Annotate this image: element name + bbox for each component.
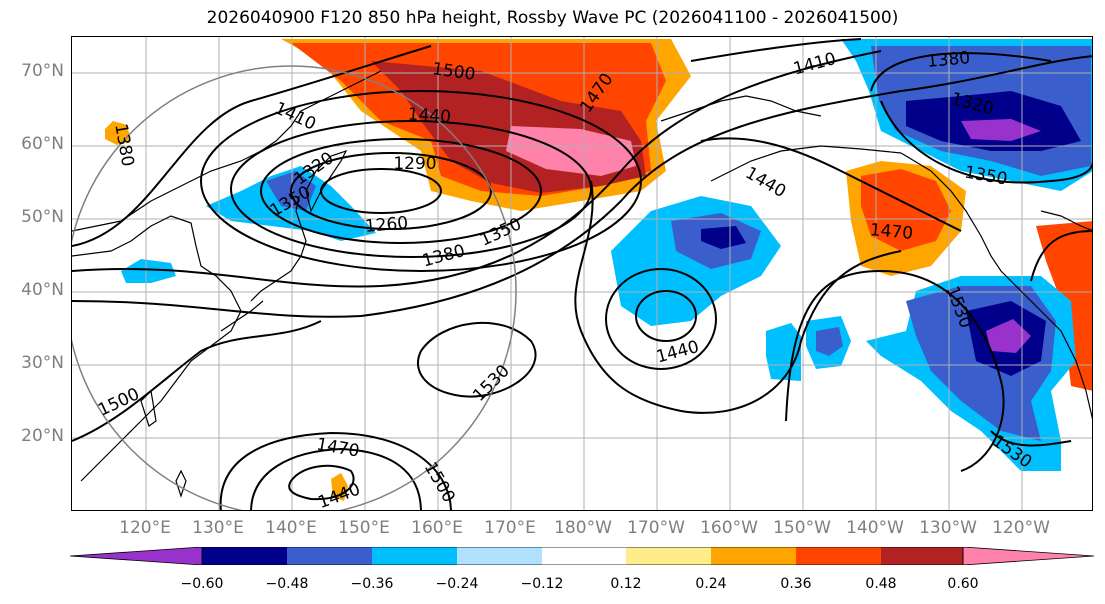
lon-label-170w: 170°W [627, 518, 685, 538]
colorbar-tick: −0.24 [435, 576, 479, 592]
map-title: 2026040900 F120 850 hPa height, Rossby W… [206, 8, 899, 28]
colorbar-segment [626, 547, 711, 565]
radius-circle [72, 65, 517, 510]
lat-label-20n: 20°N [21, 426, 64, 446]
colorbar-segment [457, 547, 542, 565]
map-svg: 1500 1440 1470 1410 1380 1320 1350 1290 … [72, 37, 1092, 510]
contour-label: 1500 [420, 459, 459, 506]
contour-label: 1380 [110, 122, 137, 168]
lon-label-160e: 160°E [411, 518, 463, 538]
contour-label: 1470 [315, 434, 361, 461]
positive-anomaly-gulf-core [861, 169, 951, 251]
contour-label: 1530 [469, 361, 514, 406]
contour-label: 1380 [926, 48, 971, 72]
contour-label: 1440 [742, 163, 789, 202]
colorbar-segment [287, 547, 372, 565]
lon-label-180w: 180°W [554, 518, 612, 538]
contour-label: 1290 [393, 154, 436, 174]
contour-label: 1350 [477, 214, 525, 250]
colorbar-tick: −0.60 [180, 576, 224, 592]
contour-label: 1260 [364, 213, 409, 237]
lon-label-120e: 120°E [119, 518, 171, 538]
colorbar-segment [542, 547, 626, 565]
contour-label: 1440 [407, 105, 452, 128]
negative-anomaly-southeast-peak [986, 319, 1031, 353]
colorbar-tick: 0.60 [947, 576, 979, 592]
lon-label-140e: 140°E [265, 518, 317, 538]
colorbar-segment [202, 547, 287, 565]
colorbar-segment [796, 547, 881, 565]
colorbar-segment [372, 547, 457, 565]
contour-label: 1410 [791, 49, 838, 80]
lon-label-120w: 120°W [992, 518, 1050, 538]
lon-label-140w: 140°W [846, 518, 904, 538]
colorbar-segment [881, 547, 963, 565]
lat-label-40n: 40°N [21, 280, 64, 300]
lat-label-70n: 70°N [21, 61, 64, 81]
lat-label-30n: 30°N [21, 353, 64, 373]
colorbar-extend-low [69, 546, 203, 566]
map-panel: 1500 1440 1470 1410 1380 1320 1350 1290 … [71, 36, 1093, 511]
colorbar-segment [711, 547, 796, 565]
negative-anomaly-midpacific-peak [701, 226, 746, 249]
contour-label: 1380 [420, 241, 467, 272]
negative-anomaly-central-core [816, 327, 843, 356]
negative-anomaly-yellow-sea [121, 259, 176, 283]
colorbar-tick: −0.36 [350, 576, 394, 592]
lon-label-150e: 150°E [338, 518, 390, 538]
colorbar-tick: 0.24 [695, 576, 727, 592]
colorbar [69, 546, 1095, 566]
colorbar-tick: −0.48 [265, 576, 309, 592]
colorbar-extend-high [962, 546, 1095, 566]
lon-label-170e: 170°E [484, 518, 536, 538]
contour-label: 1470 [869, 220, 914, 244]
lat-label-50n: 50°N [21, 207, 64, 227]
graticule [72, 37, 1092, 510]
lon-label-150w: 150°W [773, 518, 831, 538]
colorbar-tick: 0.48 [865, 576, 897, 592]
height-contours [72, 38, 1092, 510]
negative-anomaly-northeast-peak [961, 119, 1041, 141]
lat-label-60n: 60°N [21, 134, 64, 154]
negative-anomaly-central [766, 323, 801, 381]
lon-label-130e: 130°E [192, 518, 244, 538]
colorbar-tick: −0.12 [520, 576, 564, 592]
colorbar-tick: 0.12 [610, 576, 642, 592]
lon-label-160w: 160°W [700, 518, 758, 538]
colorbar-tick: 0.36 [780, 576, 812, 592]
lon-label-130w: 130°W [919, 518, 977, 538]
positive-anomaly-north-peak [506, 126, 636, 176]
